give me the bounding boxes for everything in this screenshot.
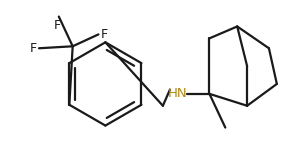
Text: F: F [30, 42, 37, 55]
Text: HN: HN [168, 87, 187, 100]
Text: F: F [100, 28, 108, 41]
Text: F: F [53, 19, 60, 32]
